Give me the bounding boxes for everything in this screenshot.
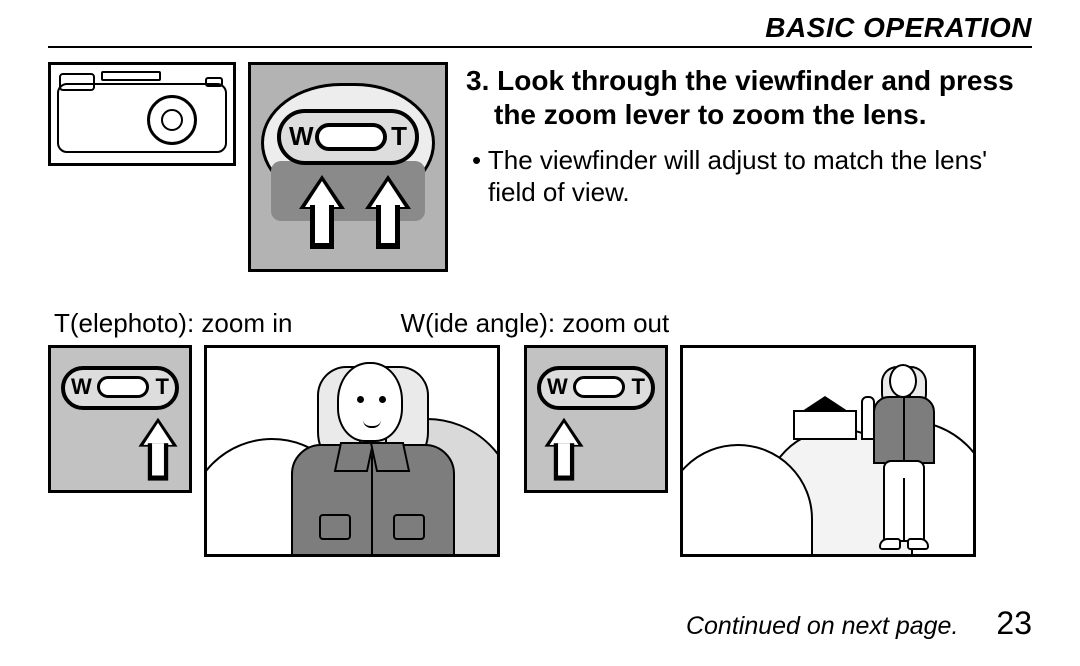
section-rule	[48, 46, 1032, 48]
zoom-letter-t: T	[156, 374, 169, 400]
step-bullet: • The viewfinder will adjust to match th…	[466, 145, 1032, 208]
illustration-camera-top	[48, 62, 236, 166]
illustration-zoom-wideangle: W T	[524, 345, 668, 493]
label-wideangle: W(ide angle): zoom out	[400, 308, 669, 339]
illustration-telephoto-view	[204, 345, 500, 557]
arrow-up-icon	[299, 175, 345, 251]
illustration-wideangle-view	[680, 345, 976, 557]
arrow-up-icon	[544, 418, 583, 483]
zoom-letter-w: W	[71, 374, 92, 400]
label-telephoto: T(elephoto): zoom in	[54, 308, 292, 339]
continued-text: Continued on next page.	[686, 612, 958, 641]
zoom-letter-w: W	[289, 121, 314, 152]
illustration-zoom-telephoto: W T	[48, 345, 192, 493]
illustration-zoom-lever: W T	[248, 62, 448, 272]
zoom-letter-t: T	[391, 121, 407, 152]
step-number: 3.	[466, 65, 489, 96]
zoom-letter-t: T	[632, 374, 645, 400]
arrow-up-icon	[138, 418, 177, 483]
section-title: BASIC OPERATION	[48, 12, 1032, 44]
step-title-text: Look through the viewfinder and press th…	[494, 65, 1014, 130]
page-number: 23	[996, 605, 1032, 642]
step-title: 3. Look through the viewfinder and press…	[466, 64, 1032, 131]
step-bullet-text: The viewfinder will adjust to match the …	[488, 145, 987, 207]
zoom-letter-w: W	[547, 374, 568, 400]
arrow-up-icon	[365, 175, 411, 251]
